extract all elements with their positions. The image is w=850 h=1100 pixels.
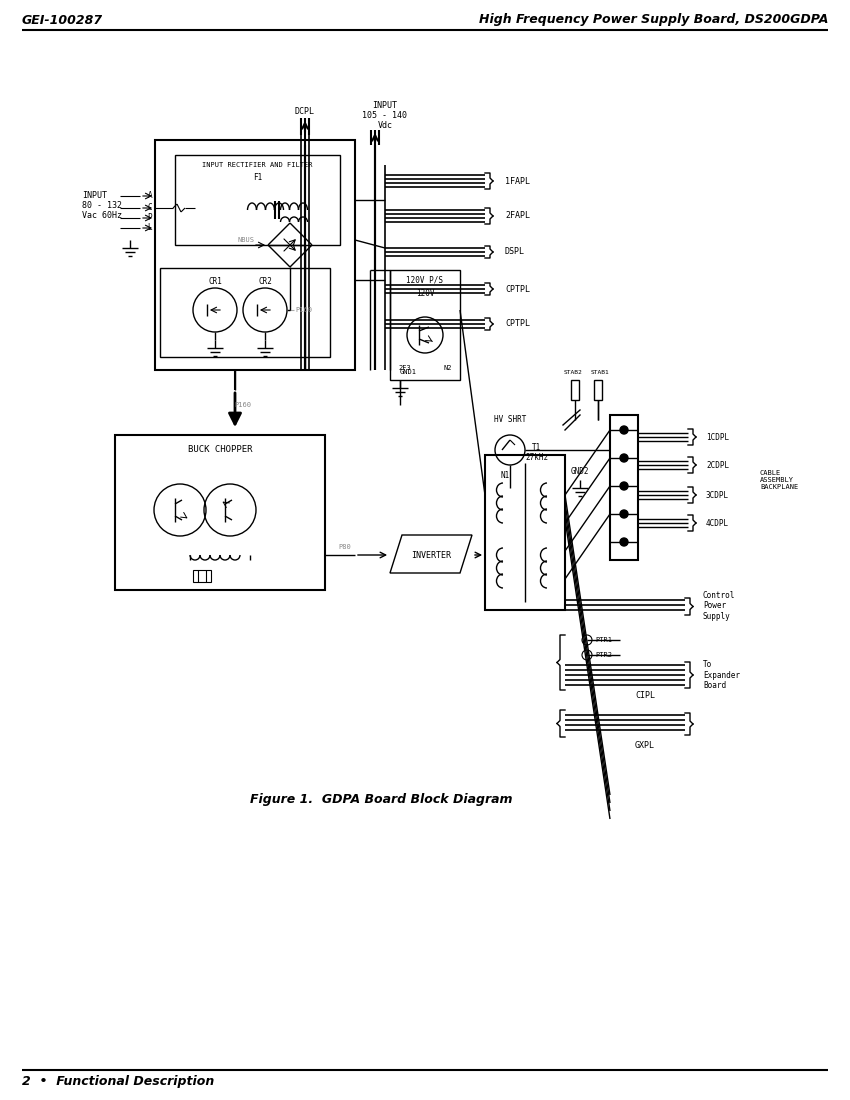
- Circle shape: [620, 426, 628, 434]
- Text: INPUT: INPUT: [372, 100, 398, 110]
- Text: 120V P/S: 120V P/S: [406, 275, 444, 285]
- Circle shape: [620, 482, 628, 490]
- Text: 1CDPL: 1CDPL: [706, 432, 729, 441]
- Text: STAB2: STAB2: [564, 370, 582, 374]
- Text: PTR2: PTR2: [595, 652, 612, 658]
- Text: C: C: [147, 204, 152, 212]
- Text: 2  •  Functional Description: 2 • Functional Description: [22, 1076, 214, 1089]
- Text: 2CDPL: 2CDPL: [706, 461, 729, 470]
- Text: CR2: CR2: [258, 277, 272, 286]
- Bar: [115, 434, 325, 590]
- Text: N1: N1: [501, 471, 510, 480]
- Bar: [390, 270, 460, 380]
- Text: CPTPL: CPTPL: [505, 319, 530, 329]
- Text: INVERTER: INVERTER: [411, 550, 451, 560]
- Text: GND2: GND2: [570, 468, 589, 476]
- Text: DCPL: DCPL: [295, 108, 315, 117]
- Text: 2F3: 2F3: [398, 365, 411, 371]
- Text: NBUS: NBUS: [238, 236, 255, 243]
- Bar: [610, 415, 638, 560]
- Text: A: A: [147, 191, 152, 200]
- Bar: [594, 379, 602, 400]
- Text: CABLE
ASSEMBLY
BACKPLANE: CABLE ASSEMBLY BACKPLANE: [760, 470, 798, 490]
- Circle shape: [620, 510, 628, 518]
- Text: 1FAPL: 1FAPL: [505, 176, 530, 186]
- Text: 2FAPL: 2FAPL: [505, 211, 530, 220]
- Text: PTR1: PTR1: [595, 637, 612, 644]
- Text: GEI-100287: GEI-100287: [22, 13, 103, 26]
- Circle shape: [620, 454, 628, 462]
- Text: 3CDPL: 3CDPL: [706, 491, 729, 499]
- Text: To
Expander
Board: To Expander Board: [703, 660, 740, 690]
- Text: CIPL: CIPL: [635, 691, 655, 700]
- Text: GXPL: GXPL: [635, 740, 655, 749]
- Text: 120V: 120V: [416, 289, 434, 298]
- Text: Figure 1.  GDPA Board Block Diagram: Figure 1. GDPA Board Block Diagram: [250, 793, 513, 806]
- Text: GND1: GND1: [400, 368, 417, 375]
- Text: P160: P160: [235, 402, 252, 408]
- Text: T1: T1: [532, 442, 541, 451]
- Text: Vac 60Hz: Vac 60Hz: [82, 210, 122, 220]
- Text: BUCK CHOPPER: BUCK CHOPPER: [188, 444, 252, 453]
- Text: N2: N2: [444, 365, 452, 371]
- Text: CPTPL: CPTPL: [505, 285, 530, 294]
- Text: P80: P80: [338, 544, 351, 550]
- Text: DSPL: DSPL: [505, 248, 525, 256]
- Bar: [160, 268, 330, 358]
- Text: Vdc: Vdc: [377, 121, 393, 130]
- Bar: [155, 140, 355, 370]
- Text: 105 - 140: 105 - 140: [362, 110, 407, 120]
- Bar: [193, 570, 211, 582]
- Bar: [571, 379, 579, 400]
- Text: P: P: [147, 213, 152, 222]
- Text: 80 - 132: 80 - 132: [82, 200, 122, 209]
- Text: CR1: CR1: [208, 277, 222, 286]
- Text: High Frequency Power Supply Board, DS200GDPA: High Frequency Power Supply Board, DS200…: [479, 13, 828, 26]
- Text: P160: P160: [295, 307, 312, 314]
- Bar: [175, 155, 340, 245]
- Circle shape: [620, 538, 628, 546]
- Text: INPUT: INPUT: [82, 190, 107, 199]
- Text: STAB1: STAB1: [591, 370, 609, 374]
- Text: Control
Power
Supply: Control Power Supply: [703, 591, 735, 620]
- Text: 27kHz: 27kHz: [525, 452, 548, 462]
- Text: HV SHRT: HV SHRT: [494, 416, 526, 425]
- Text: INPUT RECTIFIER AND FILTER: INPUT RECTIFIER AND FILTER: [202, 162, 313, 168]
- Text: F1: F1: [252, 173, 262, 182]
- Text: L: L: [147, 223, 152, 232]
- Text: 4CDPL: 4CDPL: [706, 518, 729, 528]
- Bar: [485, 455, 565, 610]
